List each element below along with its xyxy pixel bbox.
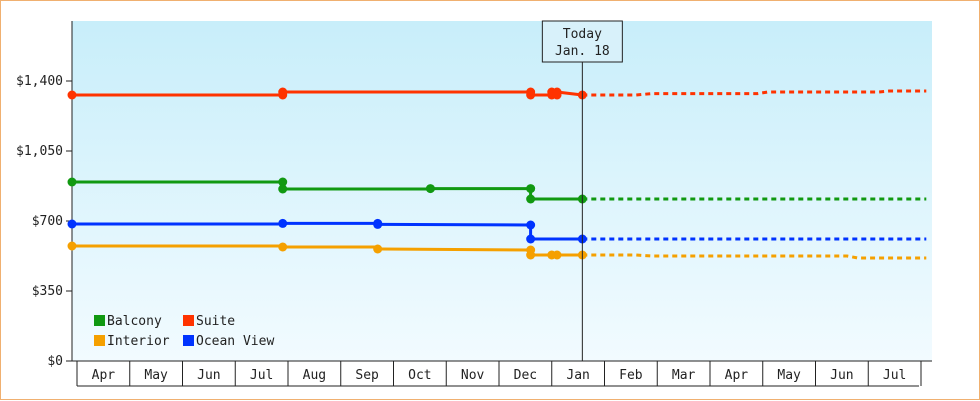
y-tick-label: $1,050: [16, 144, 63, 159]
series-ocean-view-point: [67, 219, 77, 229]
series-interior-point: [373, 244, 383, 254]
legend-label-balcony: Balcony: [107, 314, 162, 329]
x-tick-label: Jan: [566, 368, 589, 383]
y-tick-label: $0: [47, 354, 63, 369]
x-tick-label: May: [777, 368, 801, 383]
series-balcony-point: [278, 184, 288, 194]
legend-swatch-suite: [183, 315, 194, 326]
series-balcony-point: [526, 194, 536, 204]
x-tick-label: Jul: [250, 368, 273, 383]
legend-swatch-balcony: [94, 315, 105, 326]
today-label-line2: Jan. 18: [555, 44, 610, 59]
legend-label-ocean-view: Ocean View: [196, 334, 274, 349]
legend-swatch-ocean-view: [183, 335, 194, 346]
legend-swatch-interior: [94, 335, 105, 346]
series-balcony-point: [278, 177, 288, 187]
series-layer: [67, 87, 927, 260]
legend: Balcony Suite Interior Ocean View: [94, 314, 274, 349]
x-tick-label: Jul: [883, 368, 906, 383]
series-balcony-point: [526, 184, 536, 194]
x-tick-label: Sep: [355, 368, 379, 383]
y-tick-label: $350: [32, 284, 63, 299]
x-tick-label: Aug: [303, 368, 326, 383]
x-tick-label: Mar: [672, 368, 696, 383]
series-ocean-view-point: [526, 220, 536, 230]
series-ocean-view-point: [526, 234, 536, 244]
today-label-line1: Today: [563, 27, 602, 42]
series-suite-point: [278, 87, 288, 97]
series-suite-point: [552, 90, 562, 100]
series-ocean-view-point: [278, 218, 288, 228]
x-tick-label: Dec: [514, 368, 537, 383]
x-tick-label: Nov: [461, 368, 485, 383]
x-axis: Apr May Jun Jul Aug Sep Oct Nov Dec Jan Feb Mar Apr M…: [72, 360, 932, 387]
y-tick-label: $1,400: [16, 74, 63, 89]
today-label-box: [541, 20, 623, 63]
series-interior-point: [552, 250, 562, 260]
y-tick-label: $700: [32, 214, 63, 229]
x-tick-label: Jun: [197, 368, 220, 383]
series-interior-point: [278, 242, 288, 252]
x-tick-label: Feb: [619, 368, 643, 383]
x-tick-label: Apr: [725, 368, 749, 383]
series-balcony-point: [425, 184, 435, 194]
series-interior-point: [526, 250, 536, 260]
series-suite-point: [526, 90, 536, 100]
series-interior-point: [67, 241, 77, 251]
x-tick-label: Oct: [408, 368, 431, 383]
series-suite-point: [67, 90, 77, 100]
x-tick-label: Jun: [830, 368, 853, 383]
series-suite-forecast-line: [582, 89, 927, 97]
series-ocean-view-point: [373, 219, 383, 229]
series-balcony-point: [67, 177, 77, 187]
y-axis: $0 $350 $700 $1,050 $1,400: [16, 21, 73, 369]
x-tick-label: Apr: [92, 368, 116, 383]
x-tick-label: May: [144, 368, 168, 383]
legend-label-suite: Suite: [196, 314, 235, 329]
plot-area: [72, 21, 932, 361]
legend-label-interior: Interior: [107, 334, 170, 349]
today-marker: Today Jan. 18: [541, 20, 623, 361]
